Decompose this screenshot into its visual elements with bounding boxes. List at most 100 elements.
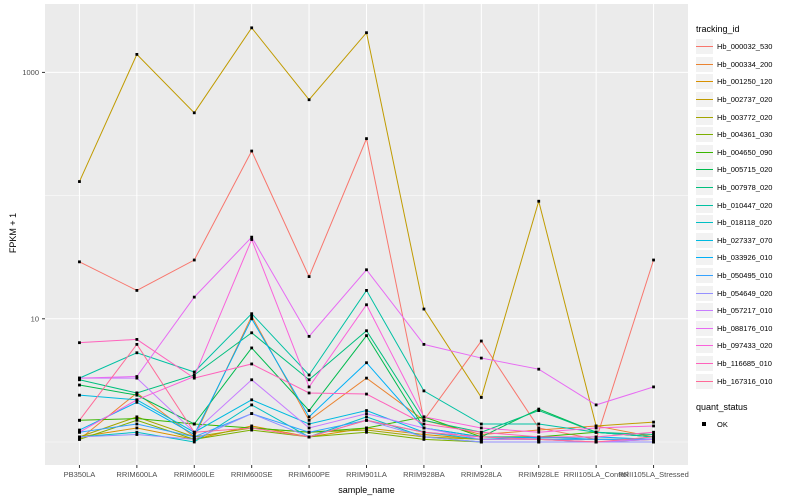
data-point <box>537 437 541 441</box>
data-point <box>135 289 139 292</box>
data-point <box>78 393 81 397</box>
legend-label: Hb_004361_030 <box>717 130 773 140</box>
data-point <box>365 415 368 419</box>
data-point <box>135 433 139 436</box>
data-point <box>307 275 311 279</box>
x-tick-label: RRIM600SE <box>231 470 273 479</box>
legend-label: Hb_001250_120 <box>717 77 773 87</box>
x-tick-label: PB350LA <box>64 470 96 479</box>
data-point <box>307 422 311 426</box>
legend-item: Hb_000032_530 <box>696 38 800 56</box>
data-point <box>78 341 81 345</box>
data-point <box>594 437 598 441</box>
data-point <box>365 409 368 412</box>
legend-label: Hb_003772_020 <box>717 112 773 122</box>
data-point <box>135 338 139 341</box>
legend-label: Hb_018118_020 <box>717 218 772 228</box>
legend-label: Hb_000334_200 <box>717 59 773 69</box>
legend-item: Hb_050495_010 <box>696 267 800 285</box>
legend-item: Hb_004361_030 <box>696 126 800 144</box>
legend-label: Hb_000032_530 <box>717 42 773 52</box>
data-point <box>365 392 368 396</box>
legend-label: Hb_088176_010 <box>717 323 773 333</box>
data-point <box>537 409 541 412</box>
data-point <box>479 437 483 441</box>
data-point <box>307 373 311 377</box>
legend-item: Hb_033926_010 <box>696 249 800 267</box>
data-point <box>135 391 139 395</box>
data-point <box>652 258 655 262</box>
legend-key-line-swatch <box>696 197 713 213</box>
series-color-line-icon <box>696 151 713 153</box>
series-color-line-icon <box>696 345 713 347</box>
series-color-line-icon <box>696 327 713 329</box>
legend-key-line-swatch <box>696 355 713 371</box>
legend-item: Hb_116685_010 <box>696 355 800 373</box>
legend-item: Hb_002737_020 <box>696 91 800 109</box>
legend-label: Hb_116685_010 <box>717 358 772 368</box>
data-point <box>422 430 426 434</box>
data-point <box>78 430 81 434</box>
legend-key-point-swatch <box>696 417 713 432</box>
data-point <box>479 430 483 434</box>
data-point <box>594 430 598 434</box>
series-color-line-icon <box>696 63 713 65</box>
legend-label: Hb_167316_010 <box>717 376 773 386</box>
data-point <box>365 426 368 430</box>
legend-panel: tracking_id Hb_000032_530 Hb_000334_200 Hb… <box>696 0 800 433</box>
data-point <box>479 440 483 444</box>
data-point <box>307 430 311 434</box>
data-point <box>192 111 196 115</box>
data-point <box>652 424 655 428</box>
y-tick-label: 1000 <box>22 68 39 77</box>
data-point <box>365 430 368 434</box>
tracking-id-legend-items: Hb_000032_530 Hb_000334_200 Hb_001250_120 H… <box>696 38 800 390</box>
data-point <box>192 370 196 374</box>
data-point <box>422 426 426 430</box>
data-point <box>78 383 81 387</box>
x-tick-label: RRIM928BA <box>403 470 445 479</box>
data-point <box>250 398 254 402</box>
data-point <box>365 361 368 365</box>
data-point <box>537 367 541 371</box>
legend-label: Hb_027337_070 <box>717 235 773 245</box>
data-point <box>192 433 196 436</box>
data-point <box>250 412 254 416</box>
x-tick-label: RRIM928LA <box>461 470 502 479</box>
series-color-line-icon <box>696 99 713 101</box>
data-point <box>135 422 139 426</box>
legend-key-line-swatch <box>696 215 713 231</box>
data-point <box>78 378 81 382</box>
data-point <box>135 351 139 355</box>
legend-item: Hb_004650_090 <box>696 144 800 162</box>
data-point <box>250 149 254 153</box>
data-point <box>537 422 541 426</box>
data-point <box>135 342 139 346</box>
data-point <box>135 415 139 419</box>
legend-key-line-swatch <box>696 268 713 284</box>
data-point <box>537 430 541 434</box>
data-point <box>652 440 655 444</box>
data-point <box>479 339 483 343</box>
data-point <box>192 430 196 434</box>
data-point <box>135 430 139 434</box>
data-point <box>537 407 541 411</box>
legend-key-line-swatch <box>696 109 713 125</box>
x-tick-label: RRIM600PE <box>288 470 330 479</box>
legend-label: Hb_004650_090 <box>717 147 773 157</box>
data-point <box>652 430 655 434</box>
data-point <box>192 435 196 439</box>
data-point <box>307 334 311 338</box>
data-point <box>365 412 368 416</box>
data-point <box>250 235 254 239</box>
series-color-line-icon <box>696 204 713 206</box>
data-point <box>652 420 655 424</box>
data-point <box>537 428 541 432</box>
data-point <box>652 385 655 389</box>
data-point <box>192 376 196 380</box>
legend-key-line-swatch <box>696 373 713 389</box>
legend-key-line-swatch <box>696 127 713 143</box>
data-point <box>365 329 368 333</box>
y-tick-label: 10 <box>31 314 39 323</box>
